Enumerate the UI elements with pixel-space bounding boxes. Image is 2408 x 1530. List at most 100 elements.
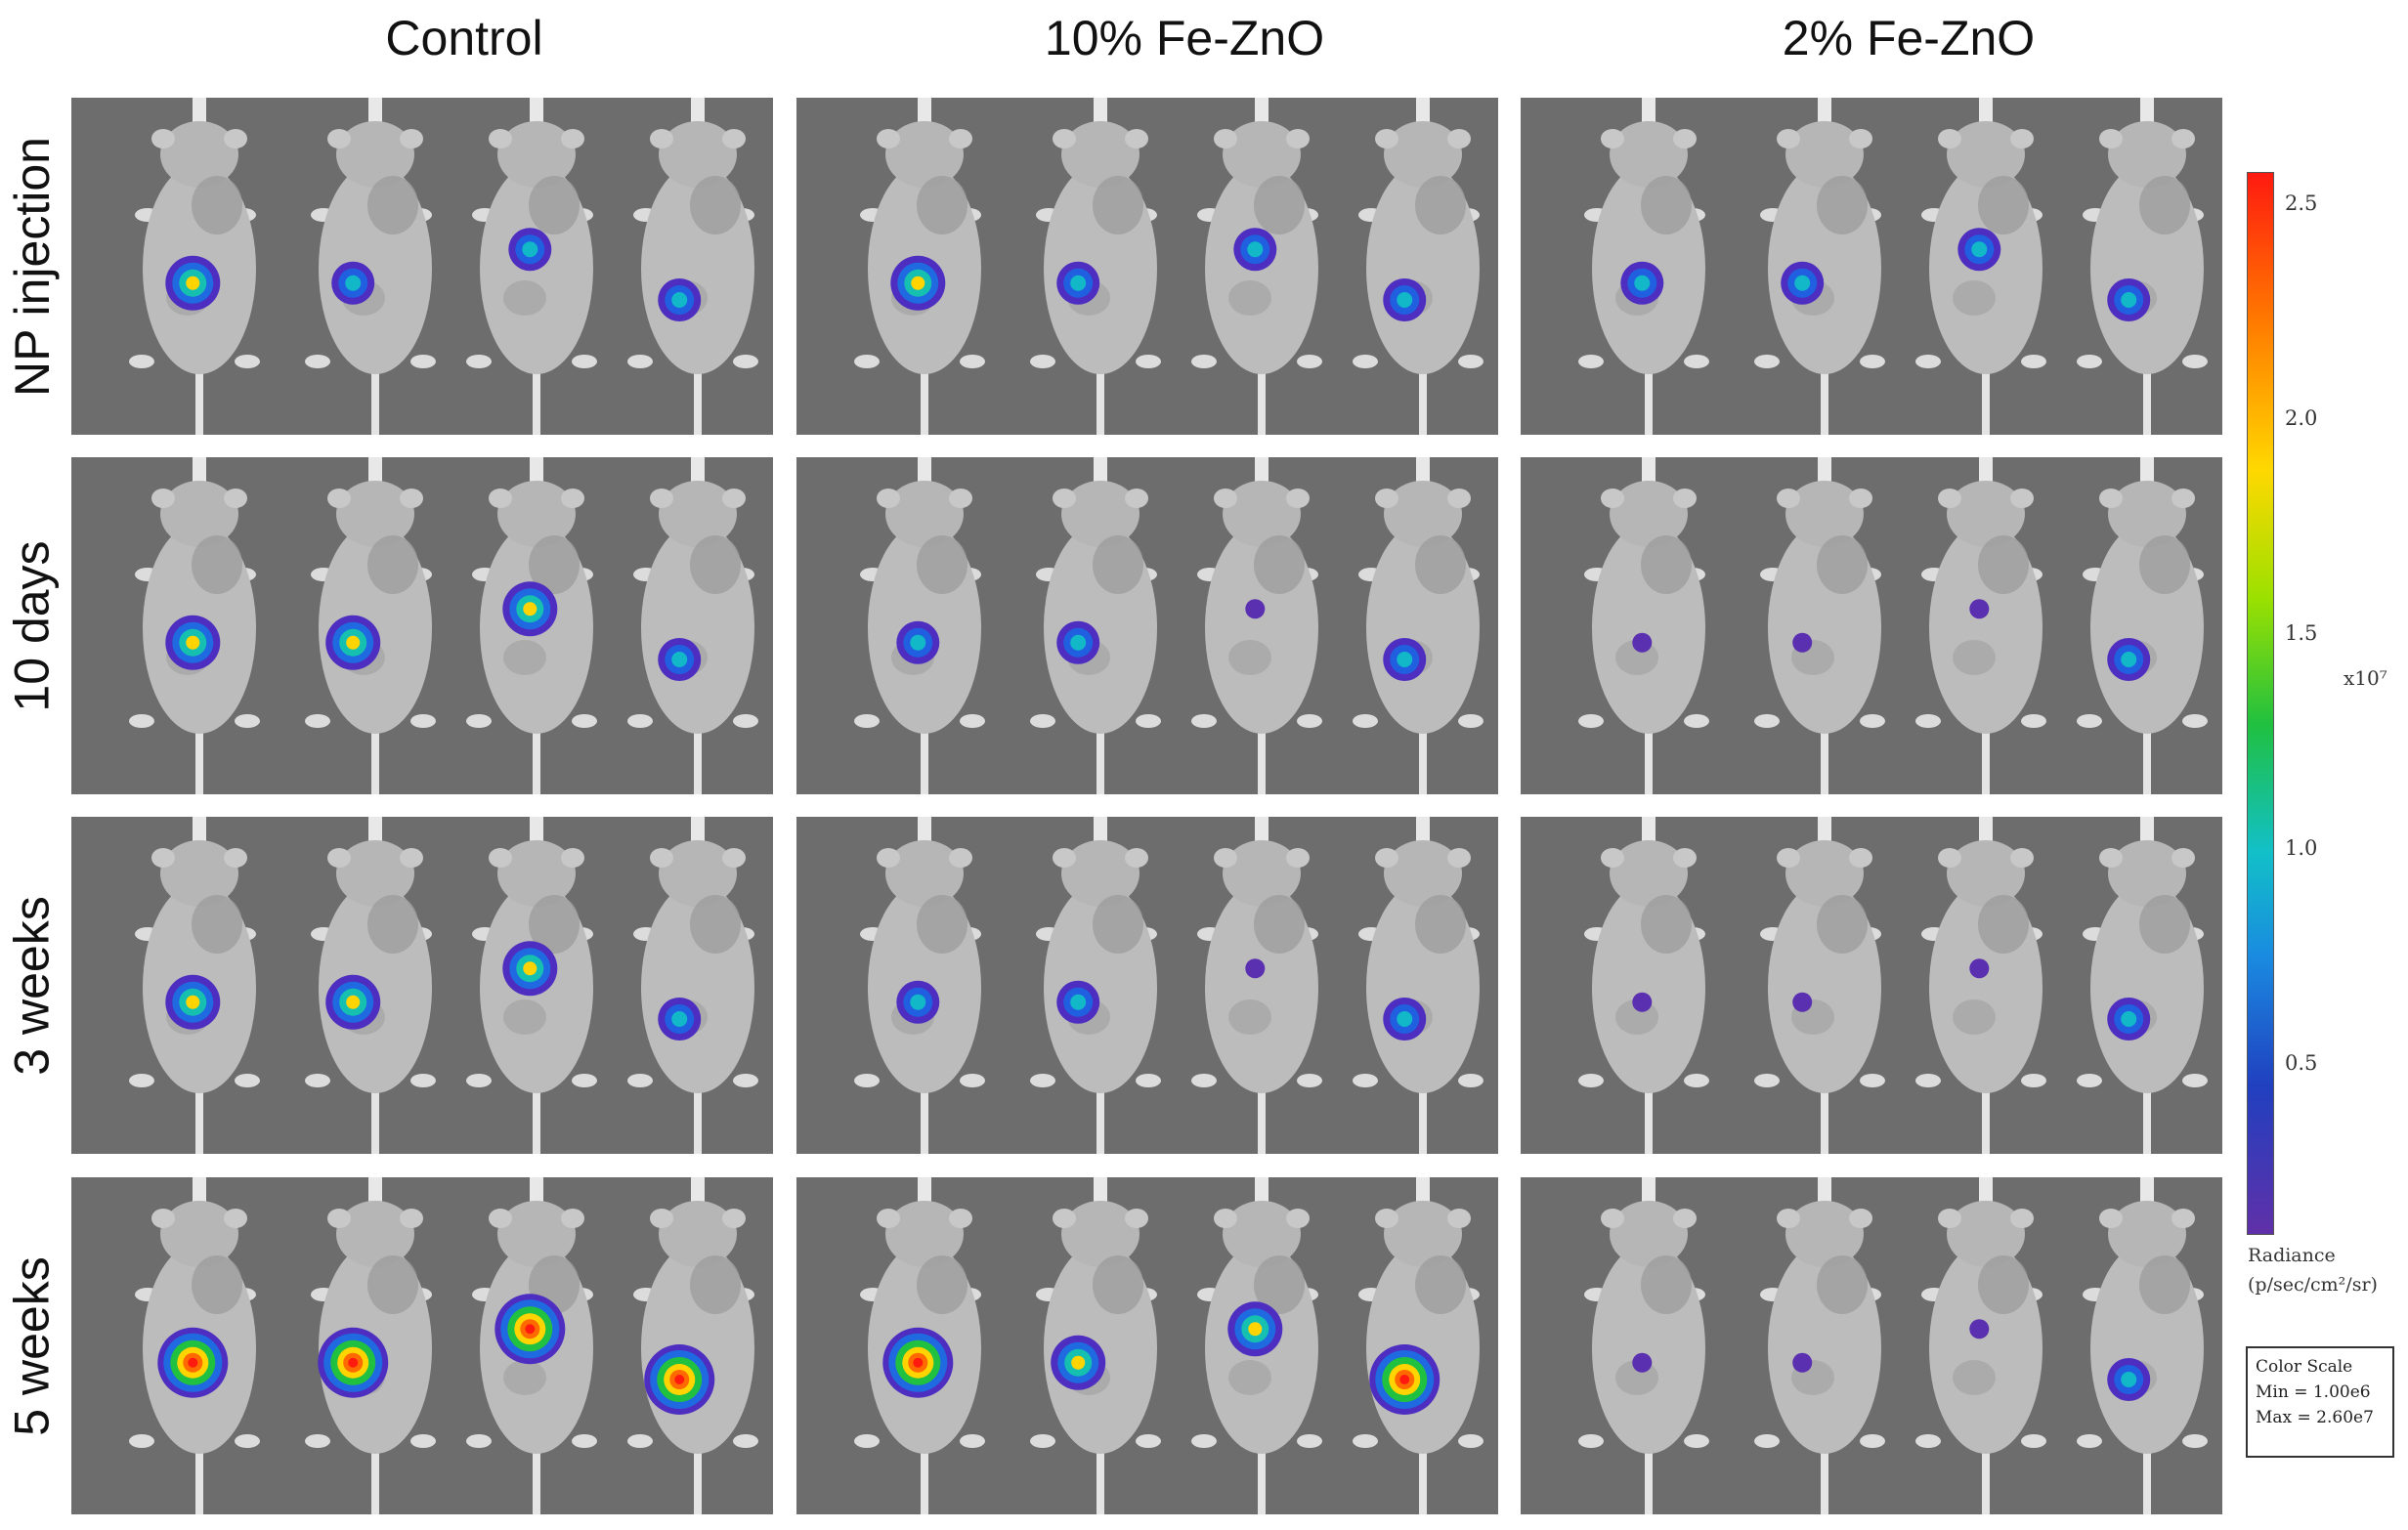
panel-3-weeks-control — [71, 817, 773, 1154]
bioluminescence-signal — [508, 228, 552, 272]
bioluminescence-signal — [502, 941, 558, 997]
mouse-2 — [1030, 457, 1161, 794]
mouse-2 — [1754, 457, 1885, 794]
bioluminescence-signal — [644, 1344, 715, 1415]
mouse-1 — [854, 457, 985, 794]
scale-tick-1-0: 1.0 — [2285, 836, 2318, 860]
mouse-4 — [1353, 98, 1484, 435]
scale-exponent: x10⁷ — [2344, 666, 2387, 690]
bioluminescence-signal — [1227, 1301, 1283, 1357]
panel-np-injection-control — [71, 98, 773, 435]
panel-image — [796, 1177, 1498, 1514]
mouse-1 — [129, 817, 260, 1154]
bioluminescence-signal — [1969, 958, 1990, 979]
color-scale-min: Min = 1.00e6 — [2256, 1382, 2371, 1402]
row-label-3-weeks: 3 weeks — [5, 895, 60, 1076]
mouse-2 — [1754, 1177, 1885, 1514]
mouse-4 — [1353, 457, 1484, 794]
bioluminescence-signal — [1056, 620, 1100, 664]
mouse-3 — [1191, 1177, 1322, 1514]
scale-tick-0-5: 0.5 — [2285, 1051, 2318, 1075]
radiance-color-scale-bar — [2247, 172, 2274, 1235]
bioluminescence-signal — [1792, 632, 1813, 653]
row-label-5-weeks: 5 weeks — [5, 1255, 60, 1436]
mouse-2 — [305, 817, 436, 1154]
panel-np-injection-10pct-fe-zno — [796, 98, 1498, 435]
panel-5-weeks-2pct-fe-zno — [1521, 1177, 2222, 1514]
panel-10-days-control — [71, 457, 773, 794]
bioluminescence-signal — [318, 1327, 389, 1398]
bioluminescence-signal — [882, 1327, 954, 1398]
bioluminescence-signal — [325, 974, 381, 1030]
bioluminescence-signal — [165, 974, 221, 1030]
bioluminescence-signal — [325, 615, 381, 670]
color-scale-max: Max = 2.60e7 — [2256, 1408, 2374, 1427]
panel-3-weeks-2pct-fe-zno — [1521, 817, 2222, 1154]
bioluminescence-signal — [1957, 228, 2001, 272]
bioluminescence-signal — [2107, 998, 2151, 1041]
bioluminescence-signal — [1632, 992, 1653, 1012]
row-label-np-injection: NP injection — [5, 136, 60, 397]
mouse-3 — [466, 457, 597, 794]
mouse-3 — [1915, 457, 2046, 794]
mouse-4 — [627, 817, 758, 1154]
bioluminescence-signal — [1383, 278, 1427, 321]
bioluminescence-signal — [1969, 599, 1990, 619]
bioluminescence-signal — [494, 1294, 566, 1365]
radiance-label: Radiance (p/sec/cm²/sr) — [2248, 1241, 2378, 1299]
mouse-1 — [129, 1177, 260, 1514]
mouse-4 — [2077, 817, 2208, 1154]
bioluminescence-signal — [502, 581, 558, 637]
bioluminescence-signal — [157, 1327, 229, 1398]
panel-5-weeks-control — [71, 1177, 773, 1514]
mouse-2 — [305, 457, 436, 794]
bioluminescence-signal — [896, 980, 940, 1024]
bioluminescence-signal — [1245, 599, 1266, 619]
mouse-3 — [1915, 1177, 2046, 1514]
mouse-3 — [466, 1177, 597, 1514]
scale-tick-1-5: 1.5 — [2285, 621, 2318, 645]
bioluminescence-signal — [165, 255, 221, 311]
panel-image — [1521, 457, 2222, 794]
bioluminescence-signal — [2107, 1358, 2151, 1401]
mouse-3 — [1915, 817, 2046, 1154]
radiance-label-units: (p/sec/cm²/sr) — [2248, 1274, 2378, 1296]
column-header-2pct-fe-zno: 2% Fe-ZnO — [1782, 11, 2036, 65]
bioluminescence-signal — [1383, 638, 1427, 681]
mouse-1 — [129, 457, 260, 794]
bioluminescence-signal — [1369, 1344, 1440, 1415]
mouse-3 — [1191, 457, 1322, 794]
panel-image — [796, 457, 1498, 794]
mouse-4 — [2077, 457, 2208, 794]
mouse-1 — [1578, 457, 1709, 794]
bioluminescence-signal — [2107, 638, 2151, 681]
mouse-1 — [1578, 1177, 1709, 1514]
bioluminescence-signal — [1233, 228, 1277, 272]
mouse-1 — [129, 98, 260, 435]
bioluminescence-signal — [658, 278, 702, 321]
bioluminescence-signal — [658, 638, 702, 681]
panel-image — [71, 1177, 773, 1514]
mouse-3 — [466, 98, 597, 435]
panel-3-weeks-10pct-fe-zno — [796, 817, 1498, 1154]
mouse-1 — [854, 98, 985, 435]
panel-image — [796, 817, 1498, 1154]
panel-image — [1521, 1177, 2222, 1514]
mouse-1 — [1578, 817, 1709, 1154]
bioluminescence-signal — [1051, 1335, 1106, 1390]
bioluminescence-signal — [1620, 261, 1664, 305]
column-header-10pct-fe-zno: 10% Fe-ZnO — [1044, 11, 1325, 65]
mouse-2 — [1030, 1177, 1161, 1514]
panel-image — [71, 457, 773, 794]
bioluminescence-signal — [1056, 980, 1100, 1024]
bioluminescence-signal — [1245, 958, 1266, 979]
mouse-2 — [305, 1177, 436, 1514]
mouse-2 — [1754, 98, 1885, 435]
color-scale-box: Color Scale Min = 1.00e6 Max = 2.60e7 — [2246, 1346, 2394, 1458]
bioluminescence-signal — [165, 615, 221, 670]
panel-10-days-2pct-fe-zno — [1521, 457, 2222, 794]
bioluminescence-signal — [1792, 992, 1813, 1012]
mouse-4 — [1353, 817, 1484, 1154]
panel-5-weeks-10pct-fe-zno — [796, 1177, 1498, 1514]
bioluminescence-signal — [331, 261, 375, 305]
